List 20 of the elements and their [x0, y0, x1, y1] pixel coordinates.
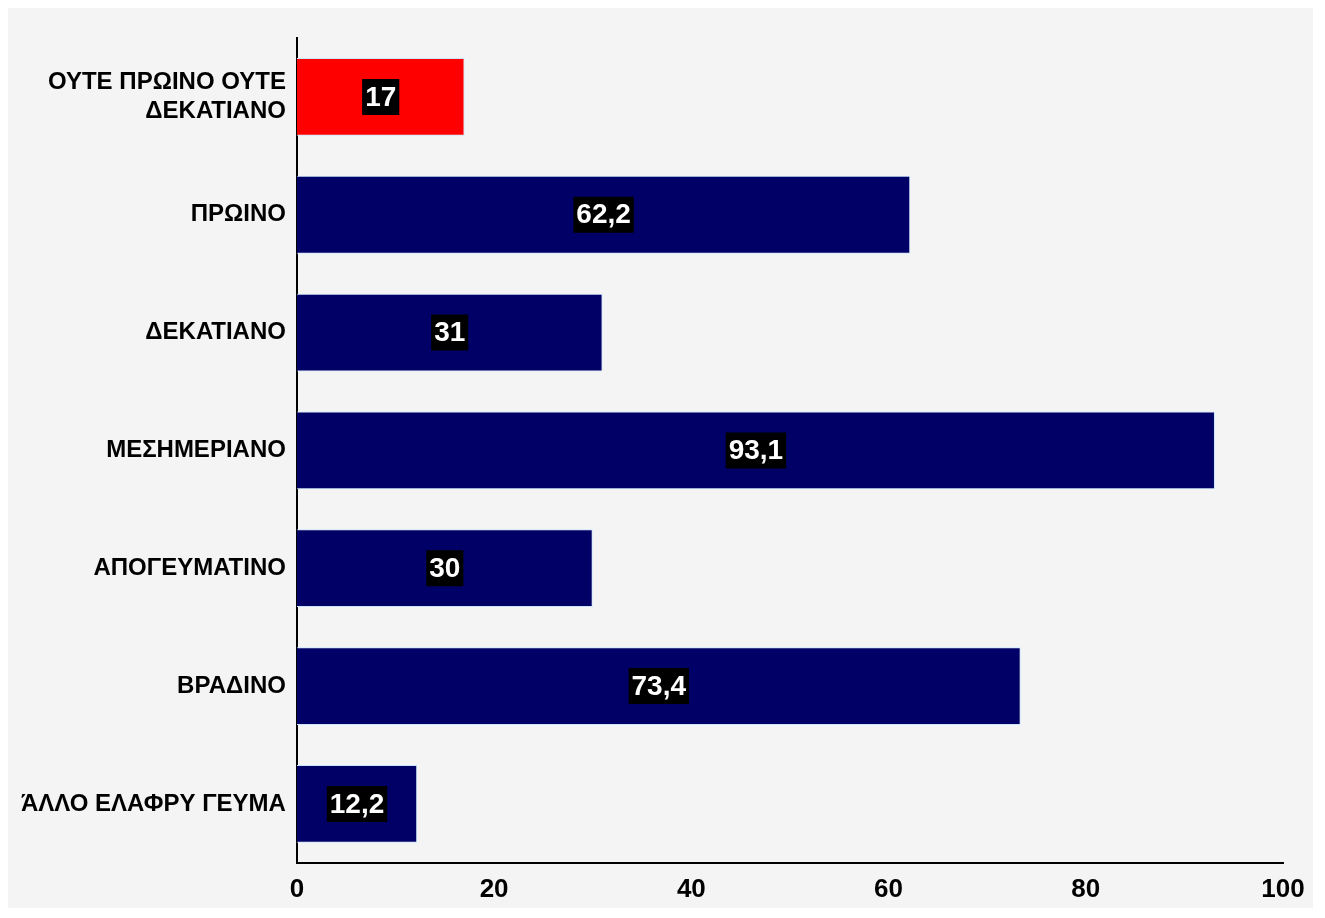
y-tick-label: ΠΡΩΙΝΟ — [190, 199, 286, 227]
x-tick-label: 0 — [289, 872, 305, 903]
x-tick-label: 60 — [874, 872, 904, 903]
data-label: 30 — [429, 551, 461, 583]
data-label: 62,2 — [576, 198, 631, 230]
x-tick-label: 20 — [479, 872, 509, 903]
data-label: 73,4 — [631, 669, 687, 701]
y-tick-label: ΑΠΟΓΕΥΜΑΤΙΝΟ — [93, 552, 286, 580]
data-label: 31 — [434, 316, 466, 348]
y-tick-label: ΒΡΑΔΙΝΟ — [177, 670, 286, 698]
y-tick-label: ΜΕΣΗΜΕΡΙΑΝΟ — [106, 435, 286, 463]
y-tick-label: ΔΕΚΑΤΙΑΝΟ — [145, 317, 286, 345]
data-label: 93,1 — [728, 434, 784, 466]
x-tick-label: 100 — [1261, 872, 1305, 903]
data-label: 17 — [365, 80, 397, 112]
x-tick-label: 40 — [676, 872, 706, 903]
x-tick-label: 80 — [1071, 872, 1101, 903]
y-tick-label: ΟΥΤΕ ΠΡΩΙΝΟ ΟΥΤΕ ΔΕΚΑΤΙΑΝΟ — [47, 67, 286, 123]
data-label: 12,2 — [329, 787, 385, 819]
y-tick-label: ΆΛΛΟ ΕΛΑΦΡΥ ΓΕΥΜΑ — [21, 788, 286, 816]
